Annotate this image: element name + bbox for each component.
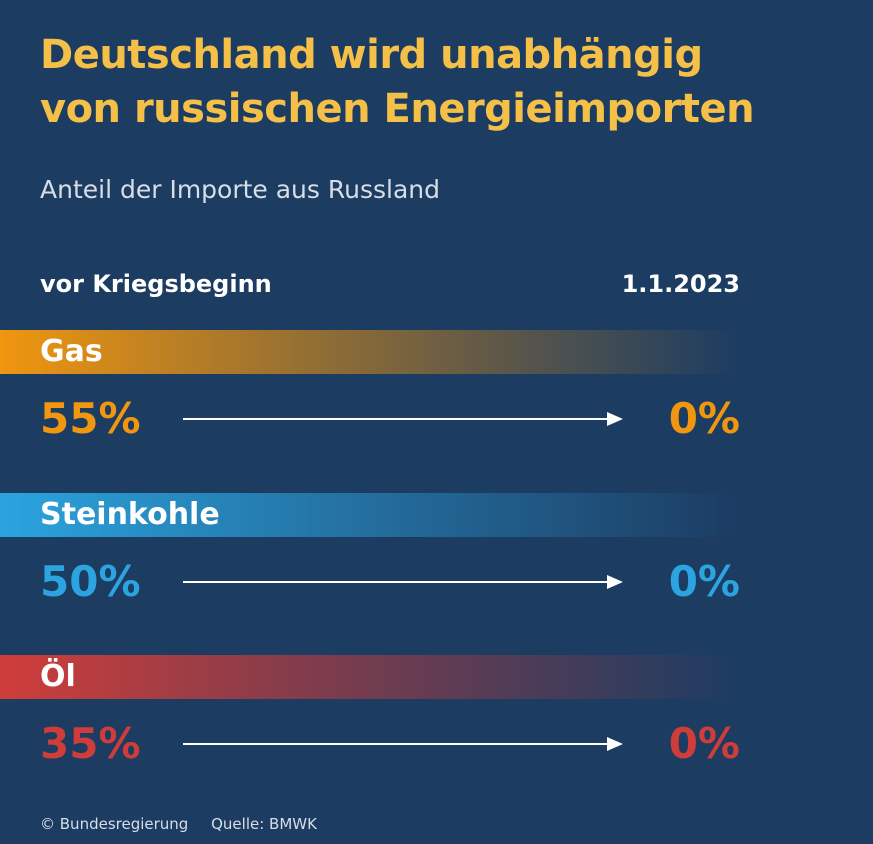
copyright-text: © Bundesregierung — [40, 815, 189, 833]
arrow-icon — [183, 575, 623, 589]
category-band-oel: Öl — [0, 655, 740, 699]
chart-subtitle: Anteil der Importe aus Russland — [40, 175, 440, 204]
arrow-icon — [183, 412, 623, 426]
value-before-steinkohle: 50% — [40, 557, 141, 606]
column-header-after: 1.1.2023 — [621, 270, 740, 298]
value-before-oel: 35% — [40, 719, 141, 768]
category-band-gas: Gas — [0, 330, 740, 374]
title-line-2: von russischen Energieimporten — [40, 86, 755, 132]
title-line-1: Deutschland wird unabhängig — [40, 32, 703, 78]
category-label-gas: Gas — [40, 334, 103, 369]
column-header-before: vor Kriegsbeginn — [40, 270, 272, 298]
category-label-steinkohle: Steinkohle — [40, 497, 220, 532]
category-band-steinkohle: Steinkohle — [0, 493, 740, 537]
chart-title: Deutschland wird unabhängig von russisch… — [40, 28, 755, 136]
value-before-gas: 55% — [40, 394, 141, 443]
arrow-icon — [183, 737, 623, 751]
footer: © Bundesregierung Quelle: BMWK — [40, 815, 335, 833]
source-text: Quelle: BMWK — [211, 815, 317, 833]
value-after-steinkohle: 0% — [668, 557, 740, 606]
value-after-gas: 0% — [668, 394, 740, 443]
value-after-oel: 0% — [668, 719, 740, 768]
category-label-oel: Öl — [40, 659, 76, 694]
